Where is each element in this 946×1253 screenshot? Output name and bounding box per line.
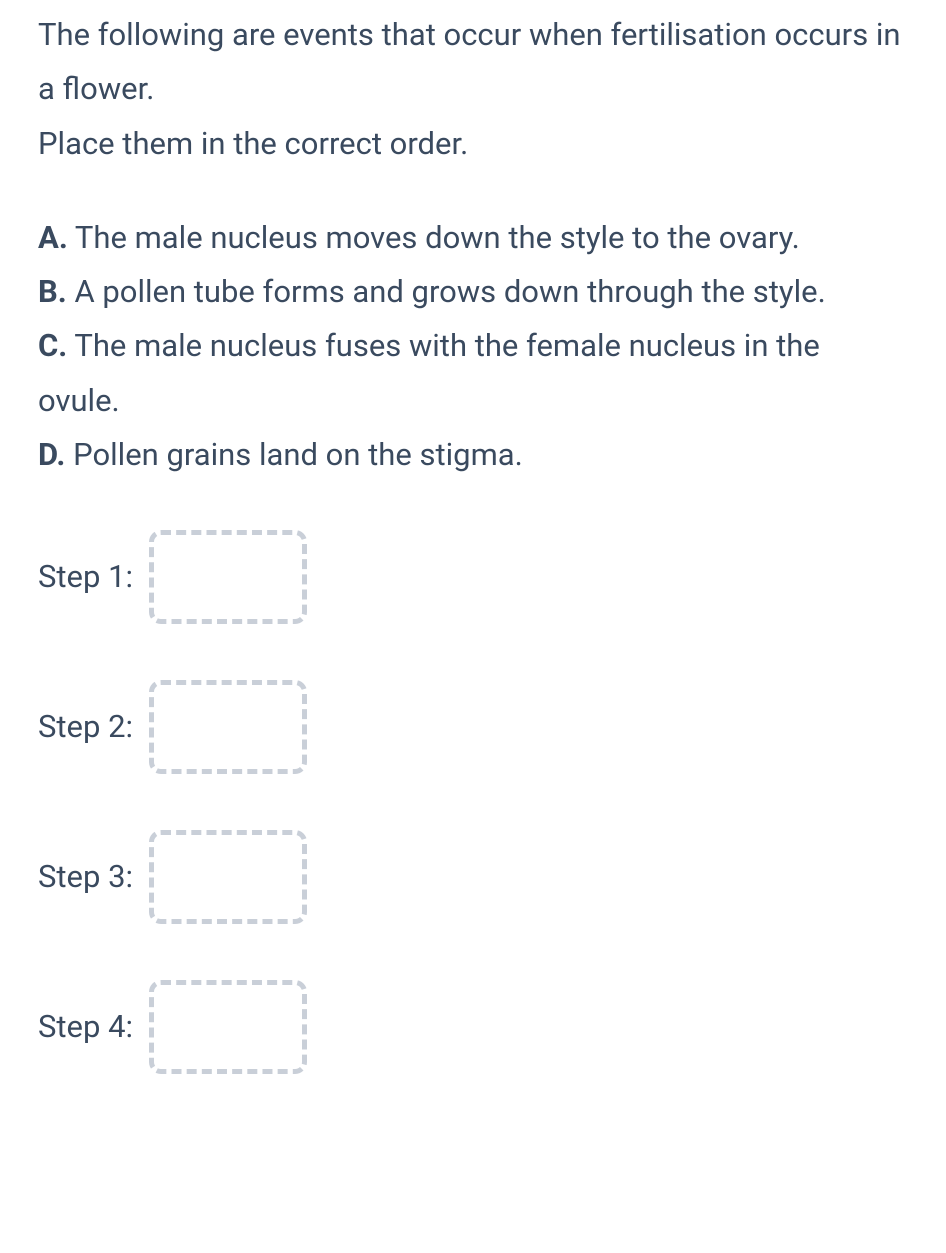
step-4-label: Step 4: (38, 1000, 133, 1054)
step-4-dropzone[interactable] (149, 980, 307, 1074)
option-d-text: Pollen grains land on the stigma. (65, 436, 522, 473)
step-4-row: Step 4: (38, 980, 908, 1074)
step-3-dropzone[interactable] (149, 830, 307, 924)
step-2-dropzone[interactable] (149, 680, 307, 774)
step-3-row: Step 3: (38, 830, 908, 924)
options-list: A. The male nucleus moves down the style… (38, 211, 908, 482)
steps-container: Step 1: Step 2: Step 3: Step 4: (38, 530, 908, 1074)
option-b-letter: B. (38, 273, 67, 310)
option-a: A. The male nucleus moves down the style… (38, 211, 908, 265)
step-2-label: Step 2: (38, 700, 133, 754)
step-1-label: Step 1: (38, 550, 133, 604)
option-c: C. The male nucleus fuses with the femal… (38, 319, 908, 428)
option-d: D. Pollen grains land on the stigma. (38, 428, 908, 482)
intro-line-1: The following are events that occur when… (38, 16, 901, 107)
intro-line-2: Place them in the correct order. (38, 125, 468, 162)
step-1-row: Step 1: (38, 530, 908, 624)
option-c-letter: C. (38, 327, 67, 364)
option-d-letter: D. (38, 436, 65, 473)
option-c-text: The male nucleus fuses with the female n… (38, 327, 820, 418)
question-prompt: The following are events that occur when… (38, 8, 908, 171)
option-b-text: A pollen tube forms and grows down throu… (67, 273, 826, 310)
step-3-label: Step 3: (38, 850, 133, 904)
step-2-row: Step 2: (38, 680, 908, 774)
option-a-letter: A. (38, 219, 68, 256)
option-b: B. A pollen tube forms and grows down th… (38, 265, 908, 319)
step-1-dropzone[interactable] (149, 530, 307, 624)
option-a-text: The male nucleus moves down the style to… (68, 219, 800, 256)
